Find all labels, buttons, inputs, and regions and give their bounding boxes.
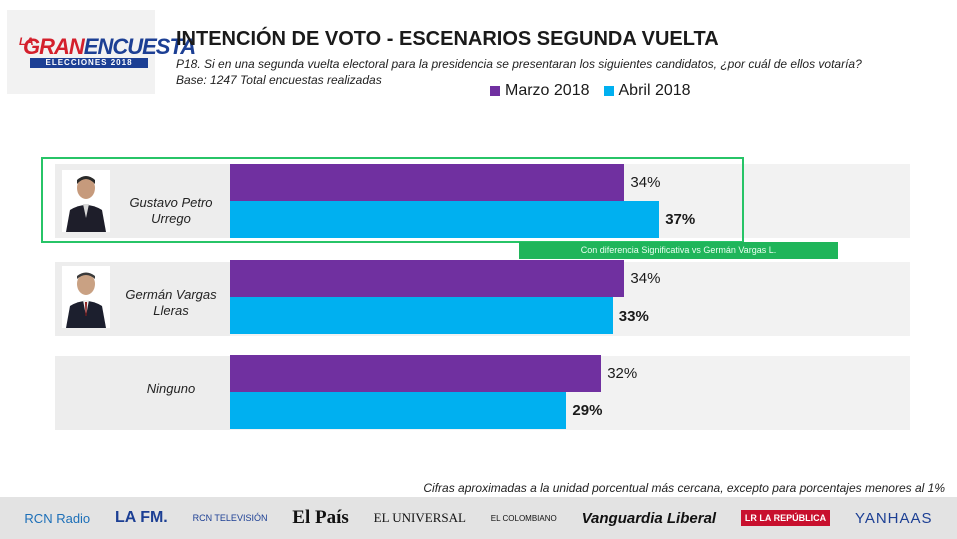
row-label-panel-ninguno [55, 356, 230, 430]
survey-question: P18. Si en una segunda vuelta electoral … [176, 57, 862, 71]
sponsor-yanhaas: YANHAAS [854, 509, 933, 527]
sponsor-el-universal: EL UNIVERSAL [373, 510, 466, 525]
value-label-marzo-petro: 34% [630, 174, 661, 191]
bar-abril-petro [230, 201, 660, 238]
significance-annotation: Con diferencia Significativa vs Germán V… [519, 242, 838, 259]
sponsor-la-fm: LA FM. [115, 509, 168, 526]
sponsor-la-republica: LR LA REPÚBLICA [740, 510, 831, 526]
bar-marzo-petro [230, 164, 625, 201]
candidate-name-petro-line2: Urrego [151, 211, 191, 226]
sponsor-rcn-radio: RCN Radio [24, 510, 91, 526]
value-label-abril-ninguno: 29% [572, 402, 603, 419]
sponsor-el-colombiano: EL COLOMBIANO [490, 513, 557, 523]
sponsor-bar: RCN Radio LA FM. RCN TELEVISIÓN El País … [0, 497, 957, 539]
bar-marzo-ninguno [230, 355, 602, 392]
logo-word-encuesta: ENCUESTA [83, 34, 196, 59]
legend-item-marzo: Marzo 2018 [490, 82, 590, 100]
logo-word-gran: GRAN [23, 34, 85, 59]
value-label-abril-petro: 37% [665, 211, 696, 228]
candidate-name-vargas-line2: Lleras [153, 303, 189, 318]
legend-swatch-abril [603, 86, 614, 96]
logo-subtitle: ELECCIONES 2018 [30, 58, 148, 68]
candidate-name-ninguno: Ninguno [114, 381, 228, 397]
candidate-name-vargas: Germán Vargas Lleras [114, 287, 228, 319]
value-label-marzo-vargas: 34% [630, 270, 661, 287]
bar-abril-ninguno [230, 392, 567, 429]
candidate-name-petro: Gustavo Petro Urrego [114, 195, 228, 227]
logo-prefix: LA [19, 36, 34, 48]
chart-title: INTENCIÓN DE VOTO - ESCENARIOS SEGUNDA V… [176, 28, 719, 50]
candidate-name-ninguno-line1: Ninguno [146, 381, 196, 396]
survey-base: Base: 1247 Total encuestas realizadas [176, 73, 382, 87]
sponsor-rcn-tv: RCN TELEVISIÓN [192, 513, 268, 523]
significance-highlight-frame [41, 157, 744, 243]
legend-swatch-marzo [490, 86, 500, 96]
candidate-name-petro-line1: Gustavo Petro [129, 195, 213, 210]
candidate-photo-petro [62, 170, 110, 232]
chart-legend: Marzo 2018 Abril 2018 [490, 82, 691, 100]
legend-item-abril: Abril 2018 [603, 82, 691, 100]
legend-label-abril: Abril 2018 [618, 82, 691, 99]
value-label-abril-vargas: 33% [618, 308, 649, 325]
candidate-name-vargas-line1: Germán Vargas [125, 287, 217, 302]
value-label-marzo-ninguno: 32% [607, 365, 638, 382]
bar-abril-vargas [230, 297, 613, 334]
sponsor-vanguardia: Vanguardia Liberal [581, 509, 717, 527]
logo-wordmark: GRANENCUESTA [23, 34, 196, 60]
bar-marzo-vargas [230, 260, 625, 297]
gran-encuesta-logo: LA GRANENCUESTA ELECCIONES 2018 [7, 10, 196, 94]
sponsor-el-pais: El País [292, 507, 349, 528]
legend-label-marzo: Marzo 2018 [505, 82, 590, 99]
candidate-photo-vargas [62, 266, 110, 328]
footnote: Cifras aproximadas a la unidad porcentua… [423, 481, 945, 495]
